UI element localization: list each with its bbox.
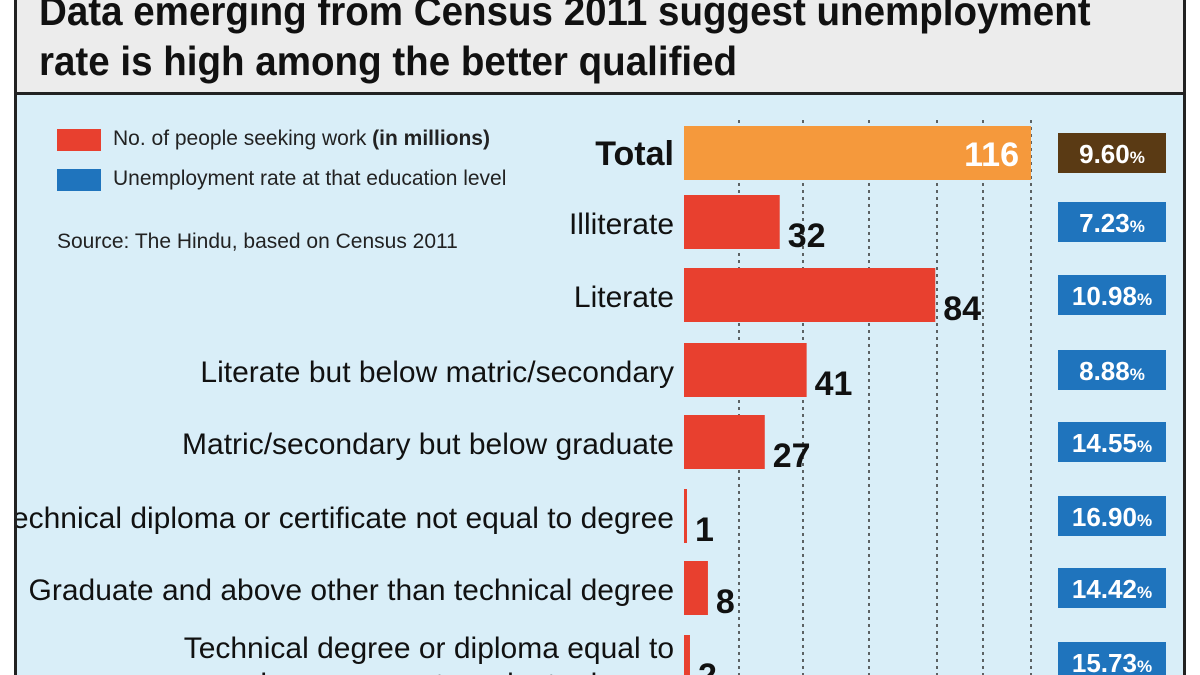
- value-label-graduate-and-above-other-than-technical-degree: 8: [716, 583, 735, 621]
- bar-technical-degree-or-diploma-equal-to-degree-or-post-graduate-degree: [684, 635, 690, 675]
- rate-box-matric-secondary-but-below-graduate: [1058, 422, 1166, 462]
- value-label-technical-diploma-or-certificate-not-equal-to-degree: 1: [695, 511, 714, 549]
- category-label-technical-degree-or-diploma-equal-to-degree-or-post-graduate-degree: Technical degree or diploma equal todegr…: [184, 632, 674, 675]
- rate-label-technical-degree-or-diploma-equal-to-degree-or-post-graduate-degree: 15.73%: [1072, 648, 1152, 675]
- bar-total: [684, 126, 1031, 180]
- header: Data emerging from Census 2011 suggest u…: [17, 0, 1183, 95]
- bar-literate-but-below-matric-secondary: [684, 343, 807, 397]
- legend-swatch-blue: [57, 169, 101, 191]
- rate-box-illiterate: [1058, 202, 1166, 242]
- infographic-frame: Data emerging from Census 2011 suggest u…: [14, 0, 1186, 675]
- rate-label-total: 9.60%: [1079, 139, 1145, 169]
- value-label-matric-secondary-but-below-graduate: 27: [773, 437, 811, 475]
- value-label-illiterate: 32: [788, 217, 826, 255]
- category-label-matric-secondary-but-below-graduate: Matric/secondary but below graduate: [182, 428, 674, 461]
- value-label-technical-degree-or-diploma-equal-to-degree-or-post-graduate-degree: 2: [698, 657, 717, 675]
- category-label-literate-but-below-matric-secondary: Literate but below matric/secondary: [200, 356, 674, 389]
- bar-technical-diploma-or-certificate-not-equal-to-degree: [684, 489, 687, 543]
- category-label-illiterate: Illiterate: [569, 208, 674, 241]
- plot-area: No. of people seeking work (in millions)…: [17, 95, 1183, 675]
- rate-label-literate-but-below-matric-secondary: 8.88%: [1079, 356, 1145, 386]
- source-note: Source: The Hindu, based on Census 2011: [57, 230, 458, 253]
- value-label-literate-but-below-matric-secondary: 41: [815, 365, 853, 403]
- rate-box-technical-degree-or-diploma-equal-to-degree-or-post-graduate-degree: [1058, 642, 1166, 675]
- legend-swatch-red: [57, 129, 101, 151]
- rate-label-graduate-and-above-other-than-technical-degree: 14.42%: [1072, 574, 1152, 604]
- rate-label-literate: 10.98%: [1072, 281, 1152, 311]
- rate-label-technical-diploma-or-certificate-not-equal-to-degree: 16.90%: [1072, 502, 1152, 532]
- category-label-total: Total: [595, 135, 674, 173]
- category-label-technical-diploma-or-certificate-not-equal-to-degree: Technical diploma or certificate not equ…: [17, 502, 674, 535]
- rate-box-technical-diploma-or-certificate-not-equal-to-degree: [1058, 496, 1166, 536]
- bar-matric-secondary-but-below-graduate: [684, 415, 765, 469]
- value-label-total: 116: [964, 136, 1019, 174]
- bar-graduate-and-above-other-than-technical-degree: [684, 561, 708, 615]
- value-label-literate: 84: [943, 290, 981, 328]
- rate-label-matric-secondary-but-below-graduate: 14.55%: [1072, 428, 1152, 458]
- bar-chart: Total 116 9.60%Illiterate 32 7.23%Literate 84…: [17, 120, 1166, 675]
- category-label-graduate-and-above-other-than-technical-degree: Graduate and above other than technical …: [29, 574, 674, 607]
- rate-box-graduate-and-above-other-than-technical-degree: [1058, 568, 1166, 608]
- rate-box-literate: [1058, 275, 1166, 315]
- bar-literate: [684, 268, 936, 322]
- legend-label-seeking-work: No. of people seeking work (in millions): [113, 127, 490, 150]
- chart-title: Data emerging from Census 2011 suggest u…: [39, 0, 1091, 84]
- rate-label-illiterate: 7.23%: [1079, 208, 1145, 238]
- bar-illiterate: [684, 195, 780, 249]
- category-label-literate: Literate: [574, 281, 674, 314]
- rate-box-literate-but-below-matric-secondary: [1058, 350, 1166, 390]
- legend-label-unemployment-rate: Unemployment rate at that education leve…: [113, 167, 507, 190]
- rate-box-total: [1058, 133, 1166, 173]
